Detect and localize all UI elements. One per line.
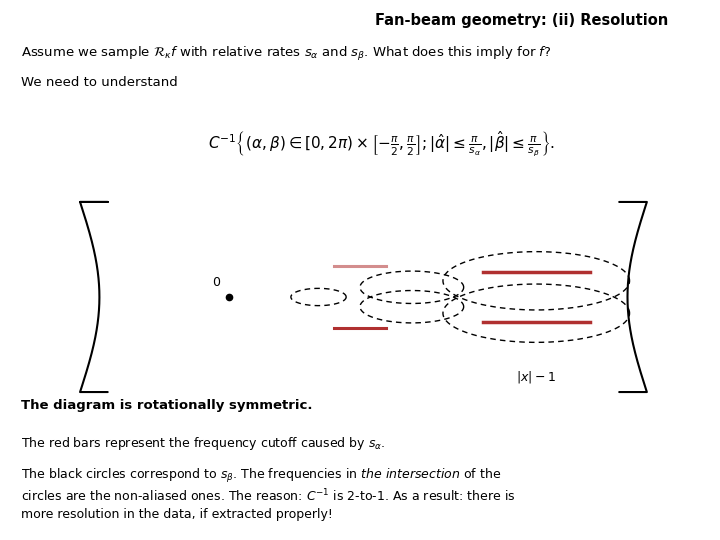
Text: Fan-beam geometry: (ii) Resolution: Fan-beam geometry: (ii) Resolution [375,13,669,28]
Text: The black circles correspond to $s_\beta$. The frequencies in $\mathit{the\ inte: The black circles correspond to $s_\beta… [22,467,502,485]
Text: $C^{-1}\left\{(\alpha,\beta)\in[0,2\pi)\times\left[-\frac{\pi}{2},\frac{\pi}{2}\: $C^{-1}\left\{(\alpha,\beta)\in[0,2\pi)\… [208,130,555,158]
Text: circles are the non-aliased ones. The reason: $C^{-1}$ is 2-to-1. As a result: t: circles are the non-aliased ones. The re… [22,488,516,504]
Text: The diagram is rotationally symmetric.: The diagram is rotationally symmetric. [22,399,312,411]
Text: Assume we sample $\mathcal{R}_\kappa f$ with relative rates $s_\alpha$ and $s_\b: Assume we sample $\mathcal{R}_\kappa f$ … [22,45,552,63]
Text: more resolution in the data, if extracted properly!: more resolution in the data, if extracte… [22,508,333,521]
Text: 0: 0 [212,276,220,289]
Text: The red bars represent the frequency cutoff caused by $s_\alpha$.: The red bars represent the frequency cut… [22,435,386,452]
Text: We need to understand: We need to understand [22,76,178,90]
Text: $|x|-1$: $|x|-1$ [516,369,557,385]
